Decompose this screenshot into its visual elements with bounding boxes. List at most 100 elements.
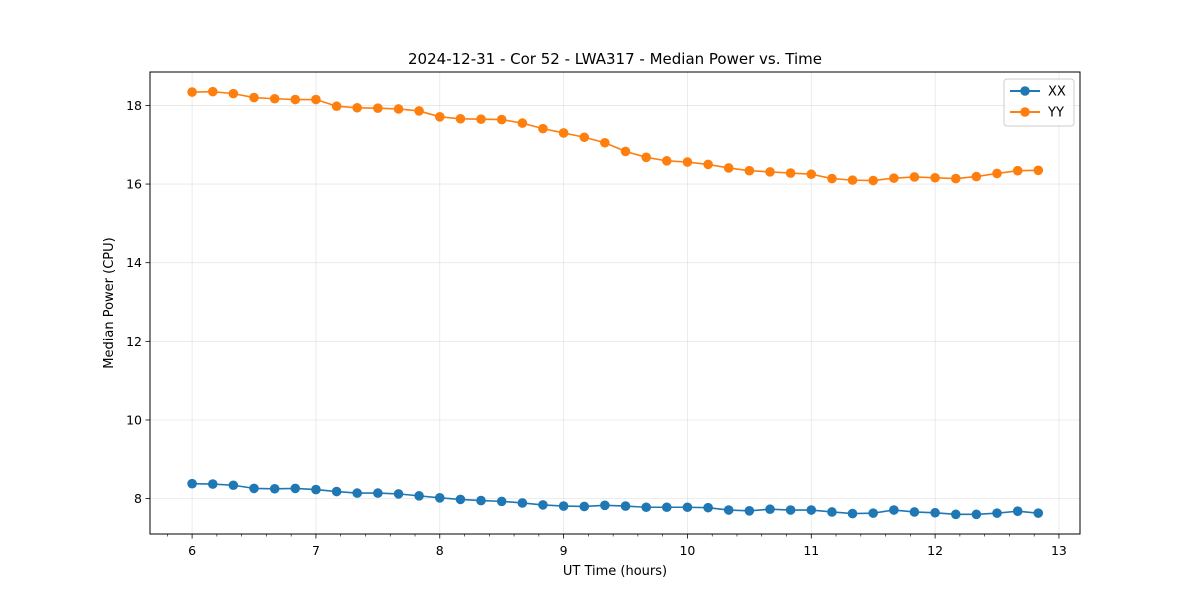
data-point-xx bbox=[703, 502, 713, 513]
data-point-yy bbox=[847, 175, 858, 185]
data-point-yy bbox=[393, 104, 404, 114]
x-tick-label: 13 bbox=[1051, 543, 1067, 558]
data-point-yy bbox=[558, 128, 569, 138]
data-point-xx bbox=[579, 501, 590, 512]
data-point-yy bbox=[703, 159, 713, 170]
data-point-xx bbox=[847, 508, 858, 519]
data-point-xx bbox=[765, 504, 775, 515]
data-point-xx bbox=[187, 478, 197, 489]
data-point-xx bbox=[290, 483, 301, 494]
data-point-xx bbox=[331, 486, 342, 497]
data-point-xx bbox=[538, 500, 548, 510]
data-point-xx bbox=[517, 498, 528, 508]
data-point-yy bbox=[414, 106, 424, 116]
data-point-yy bbox=[682, 157, 693, 167]
data-point-xx bbox=[496, 496, 507, 507]
data-point-yy bbox=[950, 173, 961, 184]
data-point-xx bbox=[723, 505, 734, 515]
data-point-xx bbox=[744, 506, 755, 516]
data-point-xx bbox=[1012, 506, 1023, 516]
data-point-yy bbox=[992, 168, 1002, 179]
x-tick-label: 12 bbox=[927, 543, 943, 558]
x-tick-label: 9 bbox=[560, 543, 568, 558]
data-point-xx bbox=[476, 495, 486, 506]
data-point-yy bbox=[868, 175, 878, 186]
y-tick-label: 16 bbox=[126, 177, 142, 192]
data-point-xx bbox=[661, 502, 672, 513]
data-point-yy bbox=[744, 165, 755, 176]
data-point-yy bbox=[785, 168, 796, 178]
data-point-yy bbox=[661, 156, 672, 166]
data-point-yy bbox=[496, 114, 507, 125]
data-point-xx bbox=[373, 488, 383, 498]
data-point-yy bbox=[827, 173, 837, 184]
data-point-xx bbox=[393, 489, 404, 499]
data-point-xx bbox=[971, 509, 982, 520]
y-tick-label: 12 bbox=[126, 334, 142, 349]
y-tick-label: 10 bbox=[126, 412, 142, 427]
grid bbox=[150, 72, 1080, 534]
data-point-yy bbox=[517, 118, 528, 128]
data-point-xx bbox=[228, 480, 239, 491]
data-point-yy bbox=[290, 94, 301, 105]
data-point-yy bbox=[806, 169, 817, 180]
data-point-yy bbox=[187, 87, 197, 97]
y-tick-label: 18 bbox=[126, 98, 142, 113]
x-axis-label: UT Time (hours) bbox=[563, 564, 667, 579]
legend-marker-yy bbox=[1020, 107, 1030, 117]
data-point-xx bbox=[785, 505, 796, 515]
y-axis-label: Median Power (CPU) bbox=[102, 237, 117, 368]
data-point-yy bbox=[228, 88, 239, 99]
axis-ticks: 6 7 8 9 10 11 12 13 8 10 12 14 16 18 bbox=[126, 98, 1067, 558]
data-point-yy bbox=[1012, 165, 1023, 176]
legend-label-yy: YY bbox=[1047, 106, 1064, 121]
data-point-xx bbox=[434, 493, 445, 503]
data-point-xx bbox=[1033, 508, 1044, 518]
data-point-yy bbox=[909, 172, 920, 182]
data-point-xx bbox=[414, 491, 424, 501]
data-point-xx bbox=[600, 500, 610, 511]
data-point-yy bbox=[538, 123, 548, 134]
y-tick-label: 14 bbox=[126, 255, 142, 270]
data-point-yy bbox=[723, 163, 734, 173]
data-point-xx bbox=[620, 501, 631, 511]
data-point-xx bbox=[558, 501, 569, 511]
legend-label-xx: XX bbox=[1048, 85, 1066, 100]
y-tick-label: 8 bbox=[134, 491, 142, 506]
x-tick-label: 11 bbox=[803, 543, 819, 558]
data-point-yy bbox=[331, 101, 342, 112]
data-point-yy bbox=[765, 167, 775, 177]
legend-marker-xx bbox=[1020, 86, 1030, 96]
data-point-xx bbox=[827, 507, 837, 517]
data-point-xx bbox=[311, 484, 321, 495]
data-point-yy bbox=[476, 114, 486, 124]
chart-title: 2024-12-31 - Cor 52 - LWA317 - Median Po… bbox=[408, 50, 822, 68]
data-point-yy bbox=[352, 102, 362, 113]
data-point-xx bbox=[352, 488, 362, 498]
data-point-xx bbox=[269, 483, 280, 494]
data-point-yy bbox=[249, 92, 259, 103]
data-point-yy bbox=[455, 113, 466, 124]
data-point-yy bbox=[641, 152, 652, 163]
x-tick-label: 7 bbox=[312, 543, 320, 558]
data-point-yy bbox=[600, 137, 610, 148]
data-point-xx bbox=[455, 494, 466, 505]
x-tick-label: 6 bbox=[188, 543, 196, 558]
series-layer bbox=[187, 86, 1044, 520]
data-point-yy bbox=[311, 94, 321, 105]
x-tick-label: 10 bbox=[679, 543, 695, 558]
data-point-yy bbox=[889, 173, 899, 183]
data-point-xx bbox=[930, 507, 940, 518]
data-point-xx bbox=[682, 502, 693, 513]
plot-frame bbox=[149, 71, 1081, 535]
data-point-yy bbox=[620, 146, 631, 157]
data-point-yy bbox=[269, 93, 280, 104]
data-point-yy bbox=[579, 132, 590, 143]
data-point-yy bbox=[930, 172, 940, 183]
data-point-xx bbox=[909, 507, 920, 517]
data-point-xx bbox=[641, 502, 652, 513]
data-point-xx bbox=[207, 479, 218, 489]
data-point-xx bbox=[806, 505, 817, 515]
